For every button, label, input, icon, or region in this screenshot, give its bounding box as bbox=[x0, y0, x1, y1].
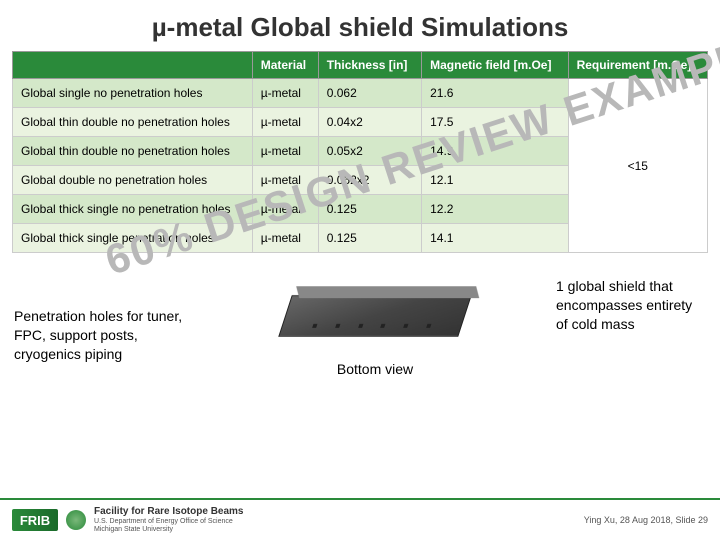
footer-credit: Ying Xu, 28 Aug 2018, Slide 29 bbox=[584, 515, 708, 525]
table-cell: 0.062x2 bbox=[318, 166, 421, 195]
facility-line1: Facility for Rare Isotope Beams bbox=[94, 506, 244, 518]
simulation-table-container: Material Thickness [in] Magnetic field [… bbox=[0, 51, 720, 253]
lower-section: Penetration holes for tuner, FPC, suppor… bbox=[0, 253, 720, 377]
table-cell: µ-metal bbox=[252, 166, 318, 195]
facility-line2: U.S. Department of Energy Office of Scie… bbox=[94, 518, 244, 526]
requirement-cell: <15 bbox=[568, 79, 707, 253]
table-cell: 0.125 bbox=[318, 224, 421, 253]
table-cell: Global thick single no penetration holes bbox=[13, 195, 253, 224]
table-cell: µ-metal bbox=[252, 79, 318, 108]
table-cell: 14.9 bbox=[422, 137, 568, 166]
shield-3d-box bbox=[265, 277, 485, 357]
penetration-note: Penetration holes for tuner, FPC, suppor… bbox=[14, 267, 194, 364]
footer-left: FRIB Facility for Rare Isotope Beams U.S… bbox=[12, 506, 244, 535]
table-cell: Global thin double no penetration holes bbox=[13, 137, 253, 166]
table-cell: 0.05x2 bbox=[318, 137, 421, 166]
col-name bbox=[13, 52, 253, 79]
table-cell: µ-metal bbox=[252, 108, 318, 137]
table-cell: 21.6 bbox=[422, 79, 568, 108]
col-material: Material bbox=[252, 52, 318, 79]
bottom-view-label: Bottom view bbox=[204, 361, 546, 377]
table-cell: 17.5 bbox=[422, 108, 568, 137]
col-requirement: Requirement [m.Oe] bbox=[568, 52, 707, 79]
table-cell: Global thick single penetration holes bbox=[13, 224, 253, 253]
table-cell: Global thin double no penetration holes bbox=[13, 108, 253, 137]
footer: FRIB Facility for Rare Isotope Beams U.S… bbox=[0, 498, 720, 540]
table-header-row: Material Thickness [in] Magnetic field [… bbox=[13, 52, 708, 79]
table-cell: 0.125 bbox=[318, 195, 421, 224]
facility-text: Facility for Rare Isotope Beams U.S. Dep… bbox=[94, 506, 244, 535]
col-field: Magnetic field [m.Oe] bbox=[422, 52, 568, 79]
table-cell: 12.1 bbox=[422, 166, 568, 195]
table-cell: µ-metal bbox=[252, 137, 318, 166]
table-cell: 14.1 bbox=[422, 224, 568, 253]
page-title: µ-metal Global shield Simulations bbox=[0, 0, 720, 51]
facility-line3: Michigan State University bbox=[94, 526, 244, 534]
shield-illustration: Bottom view bbox=[204, 267, 546, 377]
shield-description: 1 global shield that encompasses entiret… bbox=[556, 267, 706, 334]
table-cell: µ-metal bbox=[252, 195, 318, 224]
table-row: Global single no penetration holesµ-meta… bbox=[13, 79, 708, 108]
table-cell: Global single no penetration holes bbox=[13, 79, 253, 108]
table-cell: 12.2 bbox=[422, 195, 568, 224]
table-cell: 0.062 bbox=[318, 79, 421, 108]
frib-logo-icon bbox=[66, 510, 86, 530]
frib-logo: FRIB bbox=[12, 509, 58, 531]
table-cell: 0.04x2 bbox=[318, 108, 421, 137]
table-cell: µ-metal bbox=[252, 224, 318, 253]
table-cell: Global double no penetration holes bbox=[13, 166, 253, 195]
simulation-table: Material Thickness [in] Magnetic field [… bbox=[12, 51, 708, 253]
col-thickness: Thickness [in] bbox=[318, 52, 421, 79]
